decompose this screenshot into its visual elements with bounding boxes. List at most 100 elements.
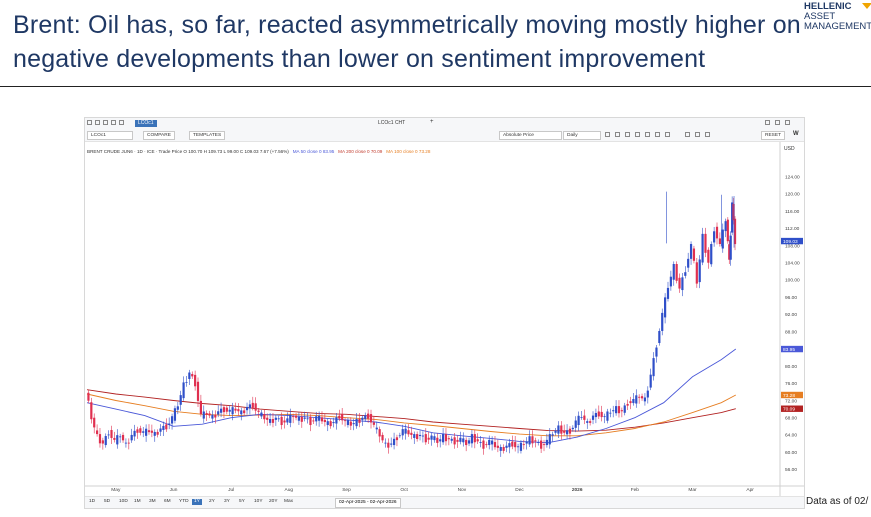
candle-body: [153, 431, 156, 436]
reset-button[interactable]: RESET: [761, 131, 785, 140]
forward-icon[interactable]: [103, 120, 108, 125]
range-button-20y[interactable]: 20Y: [269, 499, 278, 504]
y-tick-label: 124.00: [785, 174, 800, 180]
candle-body: [718, 238, 721, 244]
candle-body: [453, 437, 456, 445]
candle-body: [159, 428, 162, 432]
candle-body: [568, 428, 572, 434]
text-icon[interactable]: [635, 132, 640, 137]
candle-body: [378, 429, 381, 437]
candle-body: [119, 436, 122, 438]
interval-select[interactable]: Daily: [563, 131, 601, 140]
price-chart: USD56.0060.0064.0068.0072.0076.0080.0084…: [85, 141, 804, 496]
range-button-5y[interactable]: 5Y: [239, 499, 245, 504]
y-tick-label: 68.00: [785, 416, 797, 422]
y-tick-label: 120.00: [785, 192, 800, 198]
candle-body: [375, 427, 378, 430]
x-tick-label: Jul: [228, 487, 234, 493]
indicator-icon[interactable]: [615, 132, 620, 137]
annotation-icon[interactable]: [645, 132, 650, 137]
range-button-5d[interactable]: 5D: [104, 499, 111, 504]
candle-body: [652, 358, 655, 377]
zoom-icon[interactable]: [655, 132, 660, 137]
close-icon[interactable]: [785, 120, 790, 125]
range-button-2y[interactable]: 2Y: [209, 499, 215, 504]
search-icon[interactable]: [119, 120, 124, 125]
candle-body: [355, 419, 358, 427]
settings-icon[interactable]: [705, 132, 710, 137]
y-tick-label: 116.00: [785, 209, 800, 215]
compare-button[interactable]: COMPARE: [143, 131, 175, 140]
candle-body: [413, 434, 416, 438]
range-button-3y[interactable]: 3Y: [224, 499, 230, 504]
range-button-10d[interactable]: 10D: [119, 499, 128, 504]
candle-body: [531, 436, 534, 444]
range-button-6m[interactable]: 6M: [164, 499, 171, 504]
menu-icon[interactable]: [87, 120, 92, 125]
candle-body: [589, 421, 592, 423]
candle-body: [202, 411, 205, 419]
y-tick-label: 64.00: [785, 433, 797, 439]
candle-body: [430, 435, 433, 440]
candle-body: [479, 442, 482, 443]
candle-body: [620, 410, 623, 412]
crosshair-icon[interactable]: [665, 132, 670, 137]
back-icon[interactable]: [95, 120, 100, 125]
candle-body: [283, 420, 286, 423]
candle-body: [199, 400, 202, 415]
candle-body: [165, 424, 168, 430]
maximize-icon[interactable]: [775, 120, 780, 125]
export-icon[interactable]: [695, 132, 700, 137]
range-button-max[interactable]: Max: [284, 499, 294, 504]
minimize-icon[interactable]: [765, 120, 770, 125]
candle-body: [130, 434, 133, 441]
candle-body: [681, 277, 684, 291]
candle-body: [245, 406, 249, 411]
range-button-1m[interactable]: 1M: [134, 499, 141, 504]
range-button-1d[interactable]: 1D: [89, 499, 96, 504]
price-mode-select[interactable]: Absolute Price: [499, 131, 562, 140]
candle-body: [695, 262, 698, 284]
candle-body: [168, 423, 171, 425]
range-button-10y[interactable]: 10Y: [254, 499, 263, 504]
candle-body: [124, 442, 128, 444]
tab-ticker-active[interactable]: LCOc1: [135, 120, 157, 127]
grid-icon[interactable]: [625, 132, 630, 137]
candle-body: [147, 430, 151, 433]
range-button-ytd[interactable]: YTD: [179, 499, 189, 504]
refresh-icon[interactable]: [111, 120, 116, 125]
candle-body: [713, 231, 716, 243]
candle-body: [237, 409, 240, 412]
candle-body: [522, 444, 525, 446]
range-button-3m[interactable]: 3M: [149, 499, 156, 504]
candle-body: [473, 434, 476, 443]
candle-body: [309, 416, 312, 426]
candle-body: [349, 421, 352, 426]
y-tick-label: 104.00: [785, 261, 800, 267]
candle-body: [205, 412, 208, 415]
candle-body: [248, 404, 252, 409]
candle-body: [655, 347, 658, 357]
draw-tool-icon[interactable]: [605, 132, 610, 137]
candle-body: [390, 443, 393, 445]
candle-body: [534, 440, 537, 442]
candle-body: [462, 438, 465, 443]
y-tick-label: 80.00: [785, 364, 797, 370]
date-range-field[interactable]: 02-Apr-2025 - 02-Apr-2026: [335, 498, 401, 508]
ticker-input[interactable]: LCOc1: [87, 131, 133, 140]
candle-body: [274, 417, 277, 420]
layout-icon[interactable]: [685, 132, 690, 137]
candle-body: [470, 434, 474, 444]
tab-ticker-chart[interactable]: LCOc1 CHT: [378, 120, 406, 126]
candle-body: [407, 430, 410, 435]
range-button-1y[interactable]: 1Y: [192, 499, 202, 505]
y-tick-label: 56.00: [785, 467, 797, 473]
legend-ma100: MA 100 close 0 73.28: [386, 149, 431, 154]
candle-body: [715, 226, 719, 239]
candle-body: [427, 437, 430, 440]
candle-body: [571, 427, 574, 430]
candle-body: [318, 415, 321, 421]
templates-button[interactable]: TEMPLATES: [189, 131, 226, 140]
add-tab-icon[interactable]: +: [430, 119, 434, 125]
candle-body: [332, 422, 335, 424]
